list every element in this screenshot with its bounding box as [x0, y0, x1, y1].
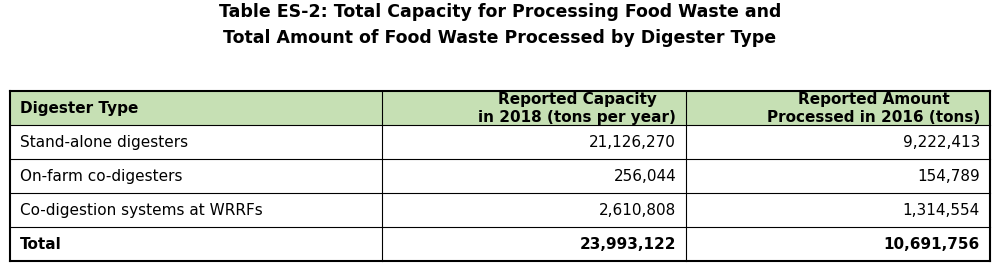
Text: 9,222,413: 9,222,413	[903, 135, 980, 150]
Text: Digester Type: Digester Type	[20, 101, 138, 116]
Text: 154,789: 154,789	[917, 169, 980, 184]
Text: 10,691,756: 10,691,756	[884, 237, 980, 251]
Text: Table ES-2: Total Capacity for Processing Food Waste and
Total Amount of Food Wa: Table ES-2: Total Capacity for Processin…	[219, 3, 781, 47]
Text: 21,126,270: 21,126,270	[589, 135, 676, 150]
Text: Stand-alone digesters: Stand-alone digesters	[20, 135, 188, 150]
Text: Total: Total	[20, 237, 62, 251]
Text: Co-digestion systems at WRRFs: Co-digestion systems at WRRFs	[20, 203, 263, 218]
Text: On-farm co-digesters: On-farm co-digesters	[20, 169, 182, 184]
Text: Reported Capacity
in 2018 (tons per year): Reported Capacity in 2018 (tons per year…	[478, 92, 676, 125]
Text: 23,993,122: 23,993,122	[580, 237, 676, 251]
Text: 2,610,808: 2,610,808	[599, 203, 676, 218]
Text: 1,314,554: 1,314,554	[903, 203, 980, 218]
Text: Reported Amount
Processed in 2016 (tons): Reported Amount Processed in 2016 (tons)	[767, 92, 980, 125]
Text: 256,044: 256,044	[613, 169, 676, 184]
